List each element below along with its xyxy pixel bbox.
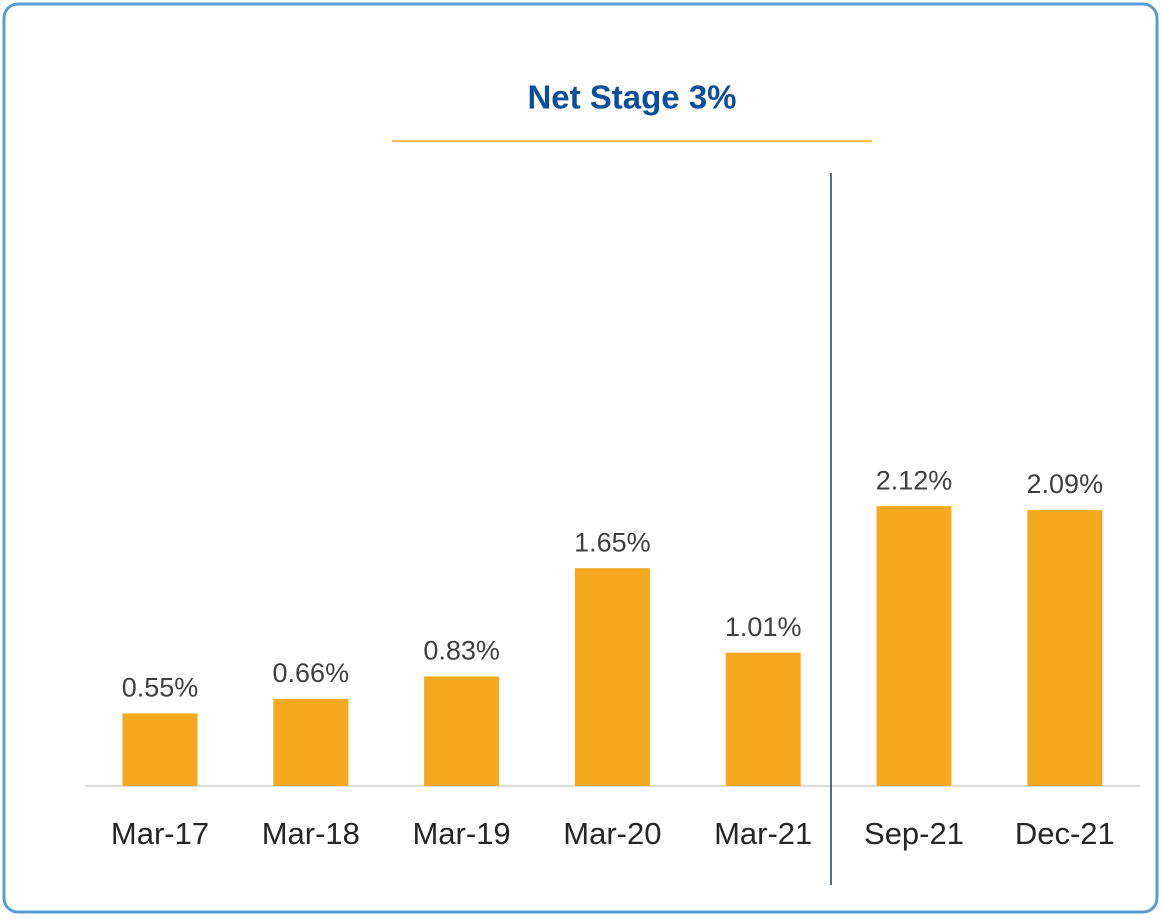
bar: [424, 676, 500, 786]
bar: [876, 506, 952, 786]
value-label: 1.01%: [725, 612, 802, 642]
bar: [122, 713, 198, 786]
x-tick-label: Mar-20: [563, 816, 661, 851]
value-label: 2.09%: [1027, 469, 1104, 499]
x-tick-label: Sep-21: [864, 816, 964, 851]
bar: [1027, 510, 1103, 786]
chart-title: Net Stage 3%: [527, 79, 736, 116]
bar: [273, 698, 349, 786]
x-tick-label: Dec-21: [1015, 816, 1115, 851]
bar: [725, 652, 801, 786]
x-tick-label: Mar-21: [714, 816, 812, 851]
x-tick-label: Mar-18: [262, 816, 360, 851]
x-tick-label: Mar-17: [111, 816, 209, 851]
x-tick-label: Mar-19: [412, 816, 510, 851]
value-label: 2.12%: [876, 465, 953, 495]
value-label: 0.83%: [423, 636, 500, 666]
value-label: 0.66%: [273, 658, 350, 688]
value-label: 1.65%: [574, 527, 651, 557]
value-label: 0.55%: [122, 673, 199, 703]
bar: [574, 568, 650, 786]
